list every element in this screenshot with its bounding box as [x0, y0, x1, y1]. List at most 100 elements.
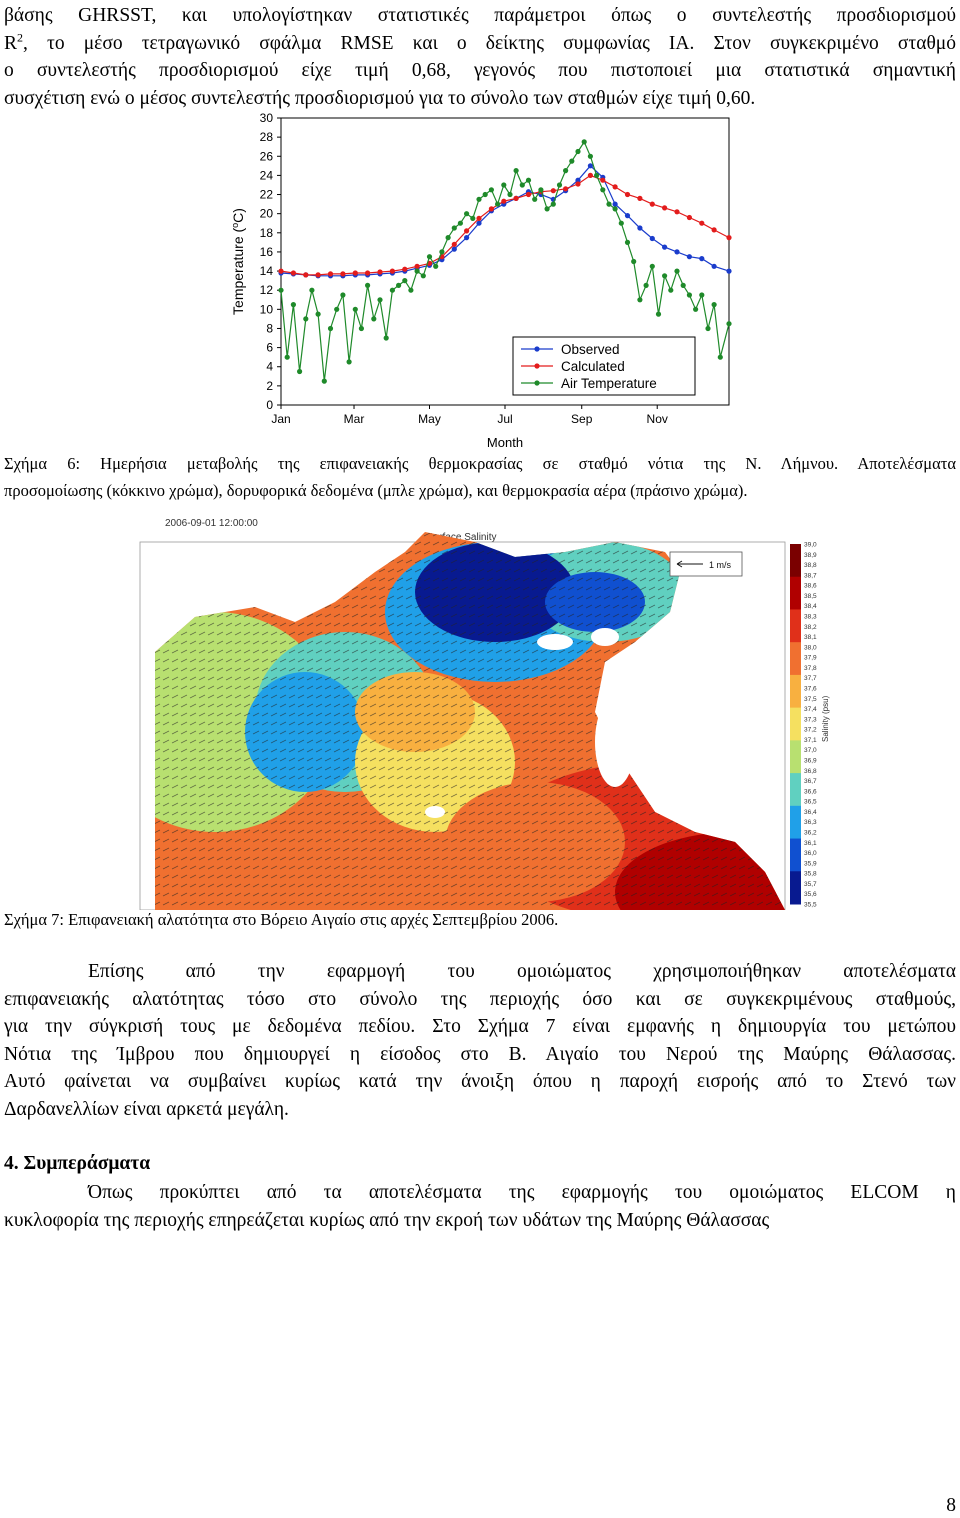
- colorbar-tick-label: 35,7: [804, 881, 817, 888]
- data-point: [352, 270, 358, 276]
- colorbar-tick-label: 37,5: [804, 696, 817, 703]
- data-point: [451, 225, 457, 231]
- data-point: [278, 268, 284, 274]
- data-point: [501, 182, 507, 188]
- data-point: [303, 316, 309, 322]
- data-point: [439, 249, 445, 255]
- colorbar-segment: [790, 674, 801, 709]
- colorbar-tick-label: 36,2: [804, 830, 817, 837]
- data-point: [575, 181, 581, 187]
- colorbar-tick-label: 36,9: [804, 758, 817, 765]
- data-point: [563, 186, 569, 192]
- data-point: [637, 195, 643, 201]
- data-point: [433, 263, 439, 269]
- caption-line: Σχήμα 7: Επιφανειακή αλατότητα στο Βόρει…: [4, 910, 559, 929]
- colorbar-tick-label: 36,4: [804, 809, 817, 816]
- legend-label: Calculated: [561, 359, 625, 374]
- data-point: [600, 177, 606, 183]
- scale-arrow-icon: [676, 560, 703, 568]
- colorbar-tick-label: 38,0: [804, 644, 817, 651]
- data-point: [377, 297, 383, 303]
- data-point: [519, 182, 525, 188]
- legend-label: Observed: [561, 342, 620, 357]
- body-line: Επίσης από την εφαρμογή του ομοιώματος χ…: [88, 961, 956, 982]
- data-point: [717, 354, 723, 360]
- data-point: [482, 191, 488, 198]
- data-point: [426, 254, 433, 260]
- data-point: [513, 195, 519, 201]
- data-point: [649, 235, 655, 242]
- y-tick-label: 18: [260, 226, 274, 240]
- data-point: [303, 272, 309, 278]
- data-point: [655, 311, 662, 317]
- data-point: [334, 306, 340, 312]
- data-point: [587, 153, 593, 159]
- data-point: [662, 244, 668, 250]
- colorbar-segment: [790, 544, 801, 578]
- colorbar-tick-label: 36,3: [804, 819, 817, 826]
- data-point: [476, 215, 482, 221]
- colorbar-tick-label: 37,0: [804, 747, 817, 754]
- data-point: [389, 268, 395, 274]
- data-point: [315, 272, 321, 278]
- data-point: [699, 220, 705, 226]
- colorbar-tick-label: 37,8: [804, 665, 817, 672]
- data-point: [631, 258, 637, 265]
- figure-6-caption: Σχήμα 6: Ημερήσια μεταβολής της επιφανει…: [4, 450, 956, 504]
- body-line: Όπως προκύπτει από τα αποτελέσματα της ε…: [88, 1182, 956, 1203]
- data-point: [464, 228, 470, 234]
- intro-line: συσχέτιση ενώ ο μέσος συντελεστής προσδι…: [4, 87, 756, 109]
- data-point: [674, 209, 680, 215]
- colorbar-tick-label: 35,6: [804, 891, 817, 898]
- island: [425, 806, 445, 818]
- data-point: [414, 268, 420, 274]
- data-point: [674, 268, 680, 274]
- data-point: [680, 282, 686, 288]
- colorbar-tick-label: 39,0: [804, 542, 817, 549]
- intro-line: R2, το μέσο τετραγωνικό σφάλμα RMSE και …: [4, 30, 956, 54]
- colorbar-tick-label: 35,9: [804, 860, 817, 867]
- data-point: [699, 256, 705, 262]
- data-point: [587, 163, 593, 169]
- body-line: κυκλοφορία της περιοχής επηρεάζεται κυρί…: [4, 1209, 770, 1231]
- data-point: [476, 196, 482, 202]
- figure-7-caption: Σχήμα 7: Επιφανειακή αλατότητα στο Βόρει…: [4, 906, 956, 933]
- colorbar-tick-label: 38,8: [804, 562, 817, 569]
- data-point: [297, 368, 303, 375]
- intro-paragraph: βάσης GHRSST, και υπολογίστηκαν στατιστι…: [4, 2, 956, 112]
- data-point: [315, 311, 321, 317]
- data-point: [686, 214, 692, 221]
- y-tick-label: 2: [266, 379, 273, 393]
- colorbar-tick-label: 38,6: [804, 583, 817, 590]
- data-point: [612, 184, 618, 190]
- data-point: [476, 220, 482, 226]
- data-point: [550, 201, 556, 207]
- colorbar-tick-label: 37,4: [804, 706, 817, 713]
- y-tick-label: 20: [260, 207, 274, 221]
- data-point: [637, 297, 643, 303]
- colorbar-tick-label: 35,5: [804, 902, 817, 909]
- data-point: [575, 177, 581, 183]
- data-point: [726, 235, 732, 241]
- data-point: [290, 270, 296, 276]
- data-point: [383, 335, 389, 341]
- data-point: [513, 168, 519, 174]
- island: [670, 784, 720, 820]
- data-point: [321, 378, 327, 384]
- data-point: [581, 139, 587, 145]
- body-line: Νότια της Ίμβρου που δημιουργεί η είσοδο…: [4, 1043, 956, 1065]
- body-line: Αυτό φαίνεται να συμβαίνει κυρίως κατά τ…: [4, 1071, 956, 1092]
- data-point: [637, 225, 643, 231]
- data-point: [649, 201, 655, 207]
- colorbar-segment: [790, 609, 801, 643]
- data-point: [668, 287, 674, 293]
- y-tick-label: 4: [266, 360, 273, 374]
- data-point: [726, 268, 732, 274]
- data-point: [501, 198, 507, 204]
- map-title: Surface Salinity: [427, 532, 496, 543]
- colorbar-tick-label: 36,7: [804, 778, 817, 785]
- legend-swatch-marker: [534, 363, 540, 369]
- section-heading: 4. Συμπεράσματα: [4, 1153, 151, 1174]
- data-point: [643, 282, 649, 288]
- y-tick-label: 28: [260, 130, 274, 144]
